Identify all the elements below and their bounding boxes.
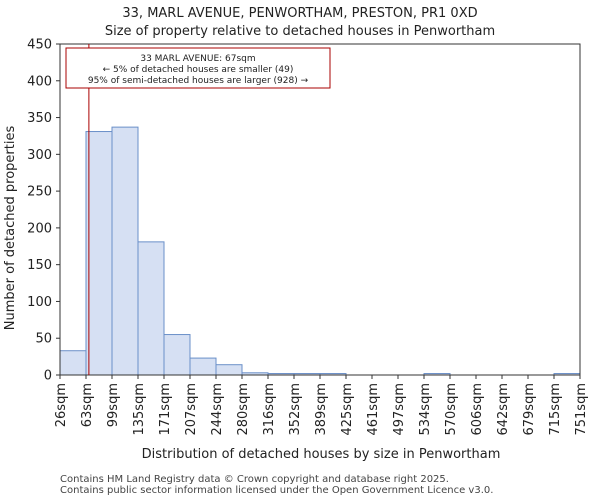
bar-99sqm: [111, 126, 139, 376]
x-tick-label: 715sqm: [548, 383, 563, 436]
bar-207sqm: [189, 357, 217, 376]
y-tick-label: 150: [27, 258, 52, 273]
y-tick-label: 400: [27, 74, 52, 89]
x-tick-label: 497sqm: [392, 383, 407, 436]
x-axis-ticks: 26sqm 63sqm 99sqm 135sqm 171sqm 207sqm 244sqm 2…: [54, 375, 589, 436]
x-axis-label: Distribution of detached houses by size …: [142, 447, 501, 462]
x-tick-label: 63sqm: [80, 383, 95, 427]
bar-63sqm: [85, 131, 113, 376]
y-tick-label: 350: [27, 111, 52, 126]
y-tick-label: 50: [35, 332, 52, 347]
x-tick-label: 207sqm: [184, 383, 199, 436]
x-tick-label: 570sqm: [444, 383, 459, 436]
x-tick-label: 316sqm: [262, 383, 277, 436]
annotation-line-2: ← 5% of detached houses are smaller (49): [103, 65, 294, 75]
x-tick-label: 244sqm: [210, 383, 225, 436]
y-tick-label: 250: [27, 185, 52, 200]
x-tick-label: 642sqm: [496, 383, 511, 436]
y-tick-label: 100: [27, 295, 52, 310]
x-tick-label: 425sqm: [340, 383, 355, 436]
annotation-line-3: 95% of semi-detached houses are larger (…: [88, 76, 309, 86]
x-tick-label: 171sqm: [158, 383, 173, 436]
x-tick-label: 26sqm: [54, 383, 69, 427]
y-tick-label: 300: [27, 148, 52, 163]
property-annotation: 33 MARL AVENUE: 67sqm ← 5% of detached h…: [65, 47, 331, 89]
bar-171sqm: [163, 334, 191, 376]
footer-line-1: Contains HM Land Registry data © Crown c…: [60, 474, 449, 485]
x-tick-label: 534sqm: [418, 383, 433, 436]
x-tick-label: 389sqm: [314, 383, 329, 436]
x-tick-label: 461sqm: [366, 383, 381, 436]
x-tick-label: 751sqm: [574, 383, 589, 436]
annotation-line-1: 33 MARL AVENUE: 67sqm: [140, 54, 255, 64]
bar-26sqm: [59, 350, 87, 376]
y-tick-label: 200: [27, 221, 52, 236]
y-tick-label: 0: [44, 369, 52, 384]
annotation-box: [65, 47, 331, 89]
chart-title-line-1: 33, MARL AVENUE, PENWORTHAM, PRESTON, PR…: [122, 6, 477, 21]
x-tick-label: 135sqm: [132, 383, 147, 436]
bar-244sqm: [215, 364, 243, 376]
y-tick-label: 450: [27, 38, 52, 53]
chart-title-line-2: Size of property relative to detached ho…: [105, 24, 495, 39]
bar-135sqm: [137, 241, 165, 376]
y-axis-label: Number of detached properties: [3, 126, 18, 331]
x-tick-label: 679sqm: [522, 383, 537, 436]
plot-frame: [59, 43, 581, 376]
bars-group: [59, 126, 581, 376]
y-axis-ticks: 0 50 100 150 200 250 300 350 400 450: [27, 38, 60, 384]
x-tick-label: 99sqm: [106, 383, 121, 427]
x-tick-label: 352sqm: [288, 383, 303, 436]
footer-line-2: Contains public sector information licen…: [60, 485, 494, 496]
x-tick-label: 280sqm: [236, 383, 251, 436]
x-tick-label: 606sqm: [470, 383, 485, 436]
